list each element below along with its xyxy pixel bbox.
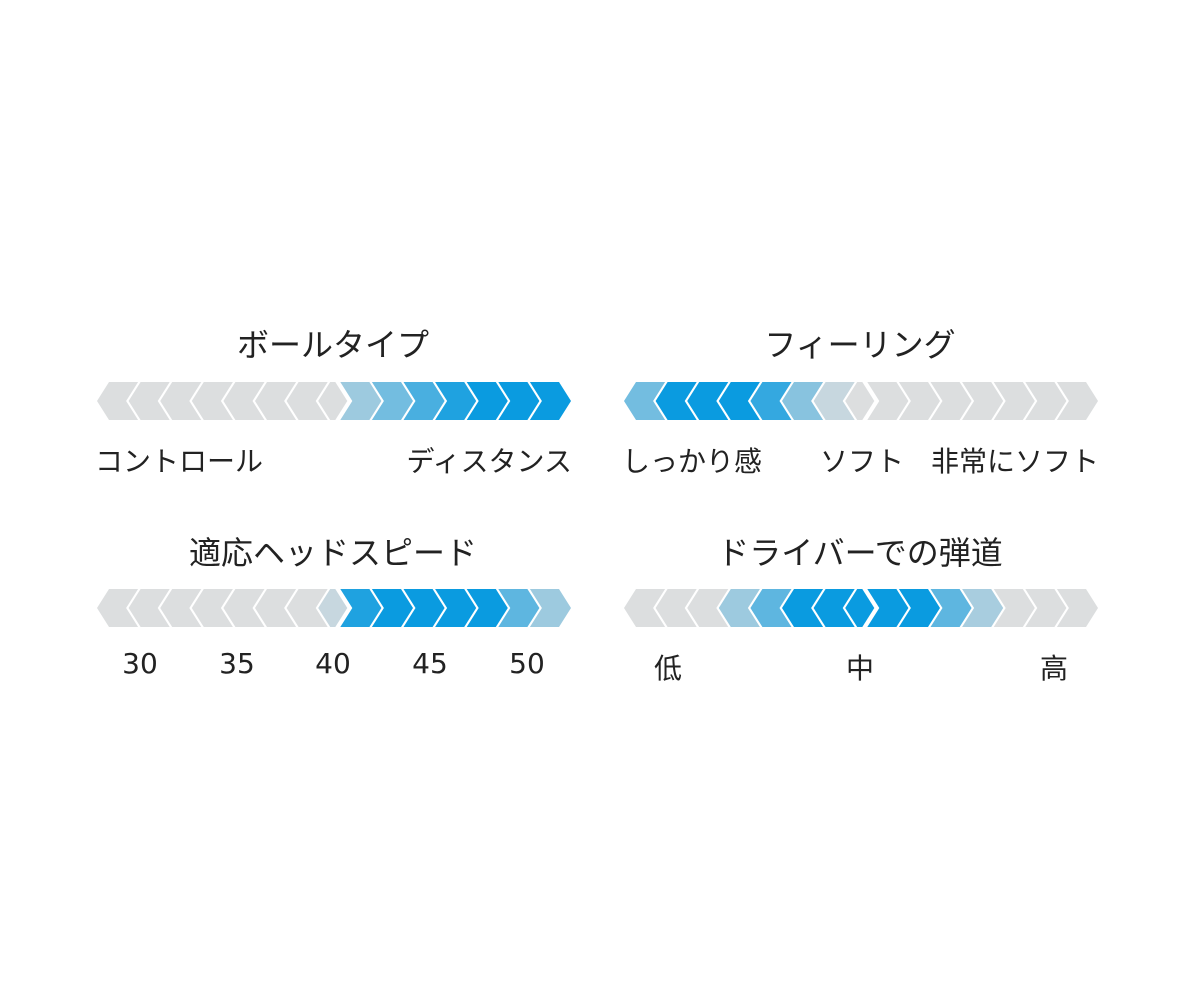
scale-segment [466,589,508,627]
scale-segment [371,382,413,420]
scale-segment [128,382,170,420]
scale-segment [655,589,697,627]
label-low: 低 [653,652,683,685]
feeling-scale [624,382,1098,420]
scale-segment [782,382,824,420]
scale-segment [128,589,170,627]
scale-segment [845,589,875,627]
scale-segment [813,589,855,627]
scale-segment [624,589,666,627]
ball-type-scale [97,382,571,420]
head-speed-title: 適応ヘッドスピード [188,534,478,572]
scale-segment [845,382,875,420]
label-high: 高 [1039,652,1069,685]
feeling-title: フィーリング [764,326,956,364]
scale-segment [97,589,139,627]
trajectory-scale [624,589,1098,627]
scale-segment [898,589,940,627]
label-35: 35 [219,647,255,680]
scale-segment [655,382,697,420]
scale-segment [750,589,792,627]
scale-segment [782,589,824,627]
scale-segment [318,589,348,627]
scale-segment [687,382,729,420]
label-control: コントロール [95,445,264,478]
scale-segment [403,382,445,420]
scale-segment [286,382,328,420]
scale-segment [286,589,328,627]
scale-segment [750,382,792,420]
scale-segment [255,589,297,627]
scale-segment [1056,589,1098,627]
scale-segment [687,589,729,627]
scale-segment [930,382,972,420]
label-soft: ソフト [819,445,905,478]
label-30: 30 [122,647,158,680]
scale-segment [191,589,233,627]
scale-segment [340,589,382,627]
scale-segment [191,382,233,420]
scale-segment [993,382,1035,420]
scale-segment [1025,589,1067,627]
scale-segment [371,589,413,627]
scale-segment [466,382,508,420]
scale-segment [498,589,540,627]
scale-segment [403,589,445,627]
label-distance: ディスタンス [406,445,572,478]
scale-segment [930,589,972,627]
label-very-soft: 非常にソフト [930,445,1099,478]
head-speed-scale [97,589,571,627]
scale-segment [340,382,382,420]
scale-segment [160,382,202,420]
scale-segment [318,382,348,420]
trajectory-title: ドライバーでの弾道 [717,534,1003,572]
scale-segment [718,382,760,420]
label-50: 50 [509,647,545,680]
scale-segment [867,382,909,420]
label-40: 40 [315,647,351,680]
scale-segment [255,382,297,420]
ball-type-title: ボールタイプ [236,326,430,364]
scale-segment [223,589,265,627]
scale-segment [962,382,1004,420]
scale-segment [1056,382,1098,420]
scale-segment [435,589,477,627]
scale-segment [529,589,571,627]
scale-segment [498,382,540,420]
scale-segment [160,589,202,627]
scale-segment [962,589,1004,627]
scale-segment [1025,382,1067,420]
scale-segment [867,589,909,627]
label-45: 45 [412,647,448,680]
scale-segment [435,382,477,420]
scale-segment [993,589,1035,627]
scale-segment [624,382,666,420]
scale-segment [529,382,571,420]
label-firm: しっかり感 [622,445,763,478]
label-mid: 中 [845,652,875,685]
scale-segment [813,382,855,420]
scale-segment [718,589,760,627]
scale-segment [223,382,265,420]
scale-segment [97,382,139,420]
scale-segment [898,382,940,420]
